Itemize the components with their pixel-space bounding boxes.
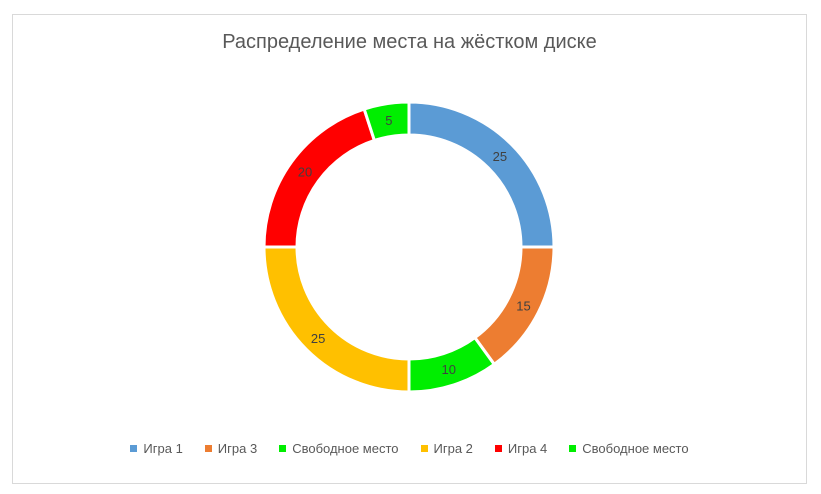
legend-item: Игра 2: [420, 441, 473, 456]
slice-data-label: 5: [385, 113, 392, 128]
legend-swatch: [420, 445, 428, 452]
legend-item: Свободное место: [569, 441, 689, 456]
legend-swatch: [130, 445, 138, 452]
donut-slice: [262, 107, 377, 249]
legend-label: Свободное место: [582, 441, 689, 456]
donut-chart: 25 15 10 25 20 5: [262, 100, 556, 394]
slice-data-label: 10: [441, 362, 455, 377]
donut-slice: [407, 100, 556, 249]
slice-data-label: 25: [311, 331, 325, 346]
legend-swatch: [494, 445, 502, 452]
legend-swatch: [279, 445, 287, 452]
legend-item: Игра 3: [204, 441, 258, 456]
chart-legend: Игра 1 Игра 3 Свободное место Игра 2 Игра 4 С…: [13, 441, 806, 456]
donut-slice: [362, 100, 411, 143]
legend-label: Игра 2: [433, 441, 473, 456]
legend-swatch: [569, 445, 577, 452]
slice-data-label: 20: [298, 164, 312, 179]
legend-item: Свободное место: [279, 441, 399, 456]
donut-slice: [472, 245, 556, 367]
slice-data-label: 25: [493, 149, 507, 164]
legend-label: Свободное место: [292, 441, 399, 456]
legend-label: Игра 3: [217, 441, 258, 456]
legend-swatch: [204, 445, 212, 452]
chart-title: Распределение места на жёстком диске: [222, 31, 597, 53]
legend-item: Игра 4: [494, 441, 548, 456]
legend-item: Игра 1: [130, 441, 183, 456]
donut-slice: [262, 245, 411, 394]
chart-area: Распределение места на жёстком диске 25 1…: [12, 14, 807, 484]
slice-data-label: 15: [516, 298, 530, 313]
legend-label: Игра 1: [143, 441, 183, 456]
legend-label: Игра 4: [507, 441, 548, 456]
